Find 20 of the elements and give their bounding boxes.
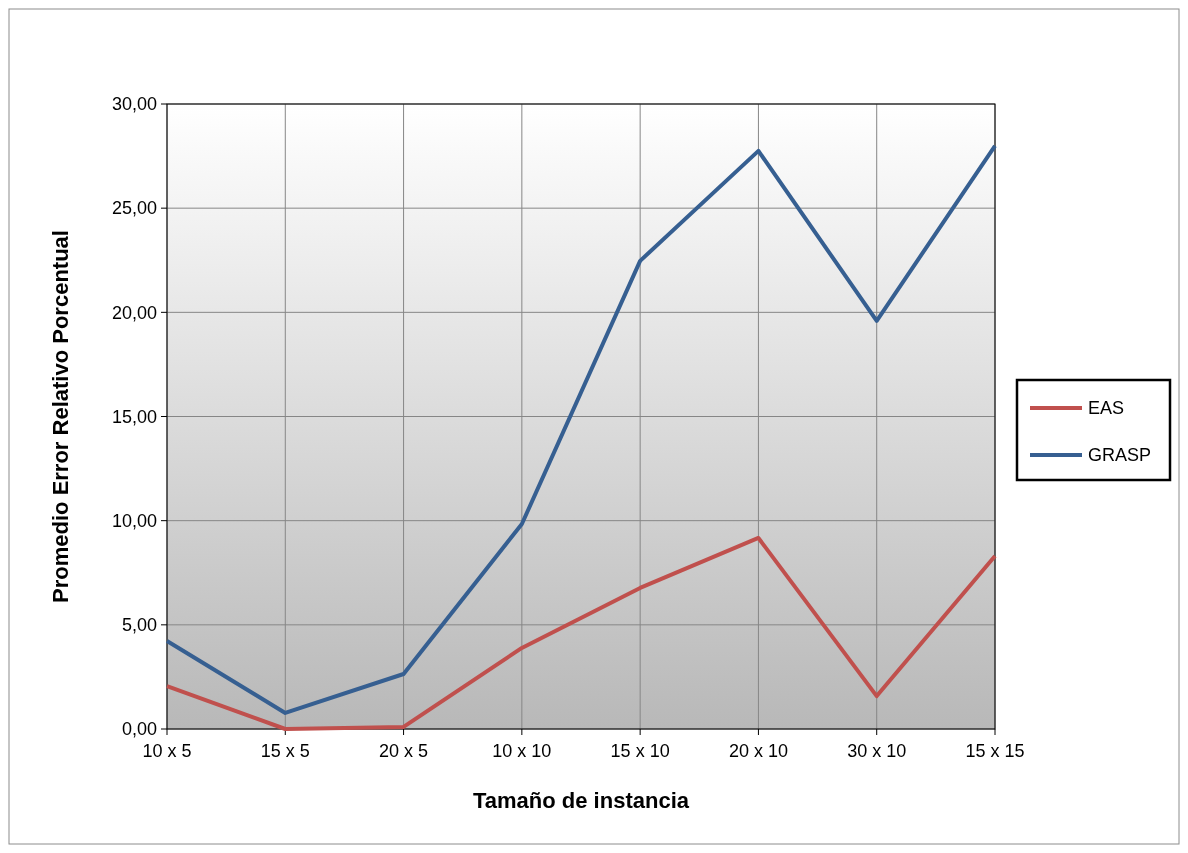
x-axis-title: Tamaño de instancia [473, 788, 690, 813]
legend-label: GRASP [1088, 445, 1152, 466]
y-axis-title: Promedio Error Relativo Porcentual [48, 230, 73, 603]
x-tick-label: 15 x 5 [260, 741, 310, 761]
y-tick-label: 30,00 [111, 94, 157, 115]
y-tick-label: 5,00 [121, 615, 157, 636]
x-tick-label: 30 x 10 [847, 741, 907, 761]
x-tick-label: 20 x 5 [379, 741, 429, 761]
y-tick-label: 0,00 [121, 719, 157, 740]
y-tick-label: 20,00 [111, 302, 157, 323]
y-tick-label: 10,00 [111, 510, 157, 531]
x-tick-label: 15 x 15 [965, 741, 1025, 761]
x-tick-label: 20 x 10 [728, 741, 788, 761]
y-tick-label: 25,00 [111, 198, 157, 219]
x-tick-label: 15 x 10 [610, 741, 670, 761]
x-tick-label: 10 x 10 [492, 741, 552, 761]
y-tick-label: 15,00 [111, 406, 157, 427]
x-tick-label: 10 x 5 [142, 741, 192, 761]
legend-label: EAS [1088, 398, 1125, 419]
line-series [165, 143, 997, 715]
